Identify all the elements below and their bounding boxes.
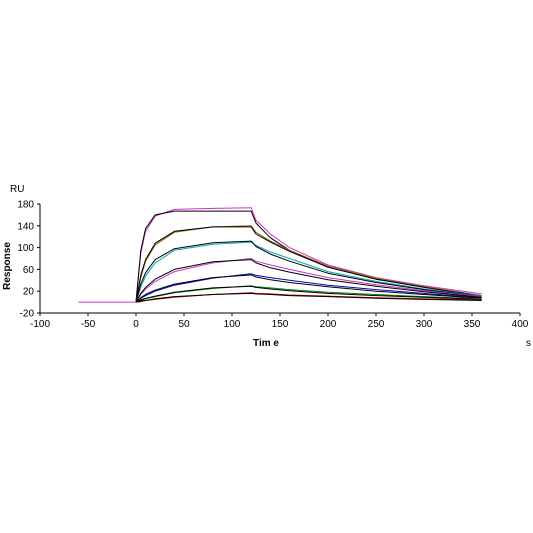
y-unit-label: RU [10,184,24,195]
y-tick-label: 60 [23,265,35,276]
series-line-5 [135,241,482,303]
series-line-6 [135,240,482,303]
series-line-4 [135,226,482,303]
plot-frame [39,204,520,314]
series-line-14 [135,292,482,303]
series-line-3 [135,225,482,303]
series-line-9 [135,273,482,303]
x-tick-label: -100 [30,319,50,330]
x-tick-label: 150 [272,319,289,330]
y-tick-label: 140 [17,221,34,232]
y-tick-label: 100 [17,243,34,254]
series-group [78,207,482,303]
x-tick-label: 200 [320,319,337,330]
x-tick-label: 400 [512,319,529,330]
y-tick-label: 180 [17,200,34,211]
series-line-1 [78,207,482,303]
x-axis: -100 -50 0 50 100 150 200 250 300 350 400 [30,313,529,330]
x-tick-label: 250 [368,319,385,330]
x-tick-label: -50 [81,319,96,330]
x-unit-label: s [526,338,531,349]
series-line-8 [135,259,482,303]
x-tick-label: 300 [416,319,433,330]
x-tick-label: 50 [178,319,190,330]
y-tick-label: 20 [23,287,35,298]
y-axis: -20 20 60 100 140 180 [17,200,40,320]
series-line-12 [135,285,482,303]
y-tick-label: -20 [20,309,35,320]
x-tick-label: 100 [224,319,241,330]
series-line-7 [135,258,482,303]
series-line-10 [135,274,482,303]
x-tick-label: 350 [464,319,481,330]
y-axis-title: Response [2,242,13,290]
x-tick-label: 0 [133,319,139,330]
x-axis-title: Tim e [253,338,279,349]
